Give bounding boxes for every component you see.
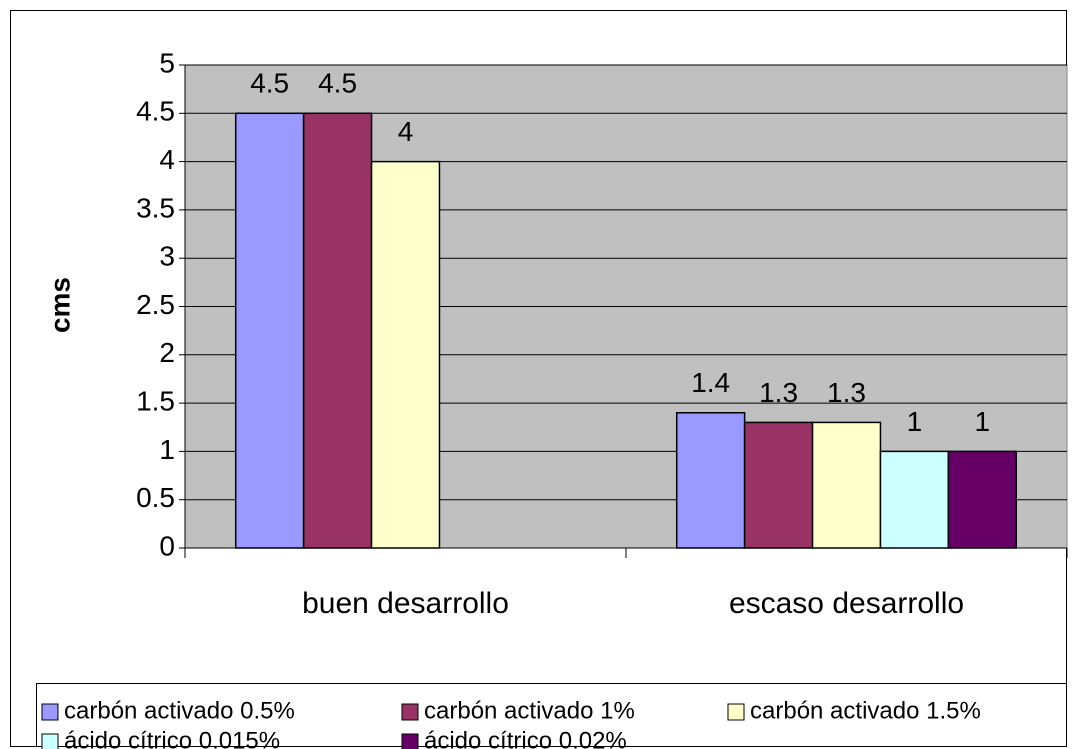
- y-tick-label: 3.5: [136, 192, 175, 223]
- legend-swatch: [401, 733, 419, 749]
- value-label: 4: [398, 116, 414, 147]
- value-label: 1.4: [691, 367, 730, 398]
- x-tick-label: buen desarrollo: [302, 587, 509, 620]
- bar: [879, 450, 950, 549]
- legend-box: [36, 683, 1067, 747]
- y-tick-label: 1: [159, 434, 175, 465]
- value-label: 1.3: [759, 377, 798, 408]
- y-axis-label: cms: [44, 277, 75, 333]
- x-tick-label: escaso desarrollo: [729, 587, 964, 620]
- value-label: 4.5: [318, 68, 357, 99]
- bar: [370, 160, 441, 549]
- y-tick-label: 2.5: [136, 289, 175, 320]
- value-label: 1: [907, 406, 923, 437]
- legend-label: ácido cítrico 0.02%: [424, 727, 627, 749]
- value-label: 4.5: [250, 68, 289, 99]
- y-tick-label: 4.5: [136, 96, 175, 127]
- bar: [947, 450, 1018, 549]
- y-tick-label: 1.5: [136, 385, 175, 416]
- legend-swatch: [41, 733, 59, 749]
- y-tick-label: 2: [159, 337, 175, 368]
- value-label: 1.3: [827, 377, 866, 408]
- bar: [234, 112, 305, 549]
- bar: [811, 421, 882, 549]
- legend-swatch: [41, 703, 59, 721]
- legend-label: carbón activado 0.5%: [64, 697, 295, 724]
- bar: [743, 421, 814, 549]
- legend-swatch: [401, 703, 419, 721]
- legend-label: carbón activado 1.5%: [750, 697, 981, 724]
- legend-swatch: [727, 703, 745, 721]
- y-tick-label: 0.5: [136, 482, 175, 513]
- y-tick-label: 3: [159, 241, 175, 272]
- value-label: 1: [975, 406, 991, 437]
- bar: [302, 112, 373, 549]
- y-tick-label: 4: [159, 144, 175, 175]
- bar: [675, 412, 746, 549]
- legend-label: carbón activado 1%: [424, 697, 635, 724]
- y-tick-label: 5: [159, 47, 175, 78]
- y-tick-label: 0: [159, 530, 175, 561]
- legend-label: ácido cítrico 0.015%: [64, 727, 280, 749]
